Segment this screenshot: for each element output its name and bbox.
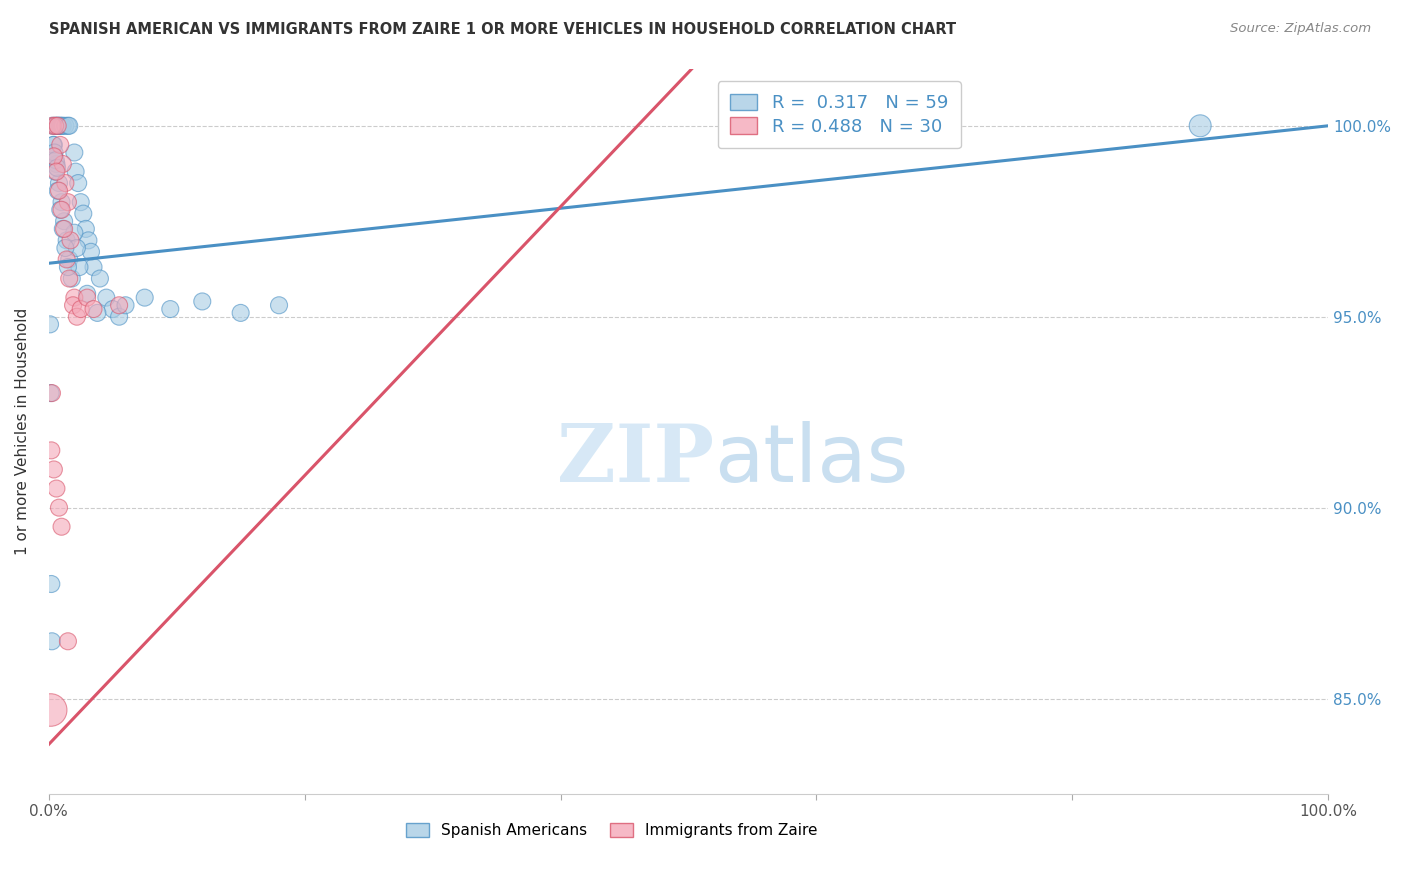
Point [44,119,66,133]
Point [45,119,67,133]
Text: SPANISH AMERICAN VS IMMIGRANTS FROM ZAIRE 1 OR MORE VEHICLES IN HOUSEHOLD CORREL: SPANISH AMERICAN VS IMMIGRANTS FROM ZAIR… [49,22,956,37]
Point [62,298,84,312]
Point [39,386,62,401]
Point [45,153,67,168]
Point [1189,119,1212,133]
Point [59,233,82,247]
Point [114,298,136,312]
Point [65,164,87,178]
Point [42,149,65,163]
Point [56,634,79,648]
Point [75,222,97,236]
Point [67,176,90,190]
Point [41,386,63,401]
Point [51,519,73,533]
Point [83,301,105,316]
Point [44,164,66,178]
Point [46,184,69,198]
Point [46,119,69,133]
Point [56,260,79,274]
Point [69,301,91,316]
Point [44,119,66,133]
Point [69,260,91,274]
Point [191,294,214,309]
Y-axis label: 1 or more Vehicles in Household: 1 or more Vehicles in Household [15,308,30,555]
Point [45,164,67,178]
Point [134,291,156,305]
Point [89,271,111,285]
Point [39,703,62,717]
Point [55,119,77,133]
Point [108,310,131,324]
Point [76,286,98,301]
Point [52,157,75,171]
Point [39,443,62,458]
Point [69,195,91,210]
Point [51,119,73,133]
Point [46,161,69,175]
Point [58,252,80,267]
Text: atlas: atlas [714,421,908,500]
Point [53,214,76,228]
Point [55,233,77,247]
Point [39,318,62,332]
Point [63,291,86,305]
Point [39,577,62,591]
Point [63,145,86,160]
Point [51,202,73,217]
Point [83,260,105,274]
Point [45,157,67,171]
Text: ZIP: ZIP [557,421,714,500]
Point [66,310,89,324]
Point [41,149,63,163]
Point [41,634,63,648]
Legend: Spanish Americans, Immigrants from Zaire: Spanish Americans, Immigrants from Zaire [399,817,824,845]
Point [41,119,63,133]
Point [72,206,94,220]
Point [108,298,131,312]
Point [49,119,72,133]
Point [77,233,100,247]
Point [56,119,79,133]
Point [42,137,65,152]
Point [159,301,181,316]
Point [48,500,70,515]
Point [76,291,98,305]
Point [63,226,86,240]
Point [56,195,79,210]
Point [229,306,252,320]
Point [86,306,108,320]
Point [101,301,124,316]
Point [66,241,89,255]
Point [58,271,80,285]
Point [55,241,77,255]
Point [80,244,103,259]
Point [55,252,77,267]
Point [45,482,67,496]
Point [42,462,65,476]
Point [60,271,83,285]
Point [52,222,75,236]
Point [58,119,80,133]
Point [42,137,65,152]
Point [44,145,66,160]
Text: Source: ZipAtlas.com: Source: ZipAtlas.com [1230,22,1371,36]
Point [267,298,290,312]
Point [46,119,69,133]
Point [52,119,75,133]
Point [55,176,77,190]
Point [41,119,63,133]
Point [48,119,70,133]
Point [49,137,72,152]
Point [49,202,72,217]
Point [96,291,118,305]
Point [48,176,70,190]
Point [53,222,76,236]
Point [51,195,73,210]
Point [48,184,70,198]
